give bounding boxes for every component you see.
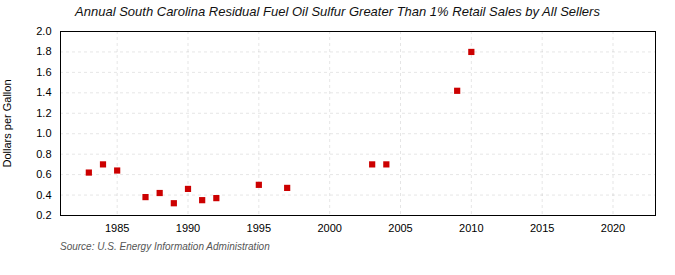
svg-text:Dollars per Gallon: Dollars per Gallon xyxy=(1,79,13,167)
svg-text:1995: 1995 xyxy=(247,222,271,234)
svg-text:2.0: 2.0 xyxy=(36,25,51,37)
svg-text:2000: 2000 xyxy=(317,222,341,234)
svg-text:1.0: 1.0 xyxy=(36,127,51,139)
svg-text:1.8: 1.8 xyxy=(36,45,51,57)
svg-text:0.2: 0.2 xyxy=(36,209,51,221)
svg-text:2010: 2010 xyxy=(459,222,483,234)
html-text:Source: U.S. Energy Informatio: Source: U.S. Energy Information Administ… xyxy=(60,241,270,252)
svg-text:1.4: 1.4 xyxy=(36,86,51,98)
svg-text:1.2: 1.2 xyxy=(36,107,51,119)
svg-text:1985: 1985 xyxy=(105,222,129,234)
svg-text:1990: 1990 xyxy=(176,222,200,234)
svg-text:0.8: 0.8 xyxy=(36,148,51,160)
html-text:Annual South Carolina Residual: Annual South Carolina Residual Fuel Oil … xyxy=(75,4,600,19)
svg-text:0.6: 0.6 xyxy=(36,168,51,180)
svg-text:2005: 2005 xyxy=(388,222,412,234)
svg-text:2020: 2020 xyxy=(601,222,625,234)
svg-text:2015: 2015 xyxy=(530,222,554,234)
svg-text:1.6: 1.6 xyxy=(36,66,51,78)
svg-text:0.4: 0.4 xyxy=(36,189,51,201)
